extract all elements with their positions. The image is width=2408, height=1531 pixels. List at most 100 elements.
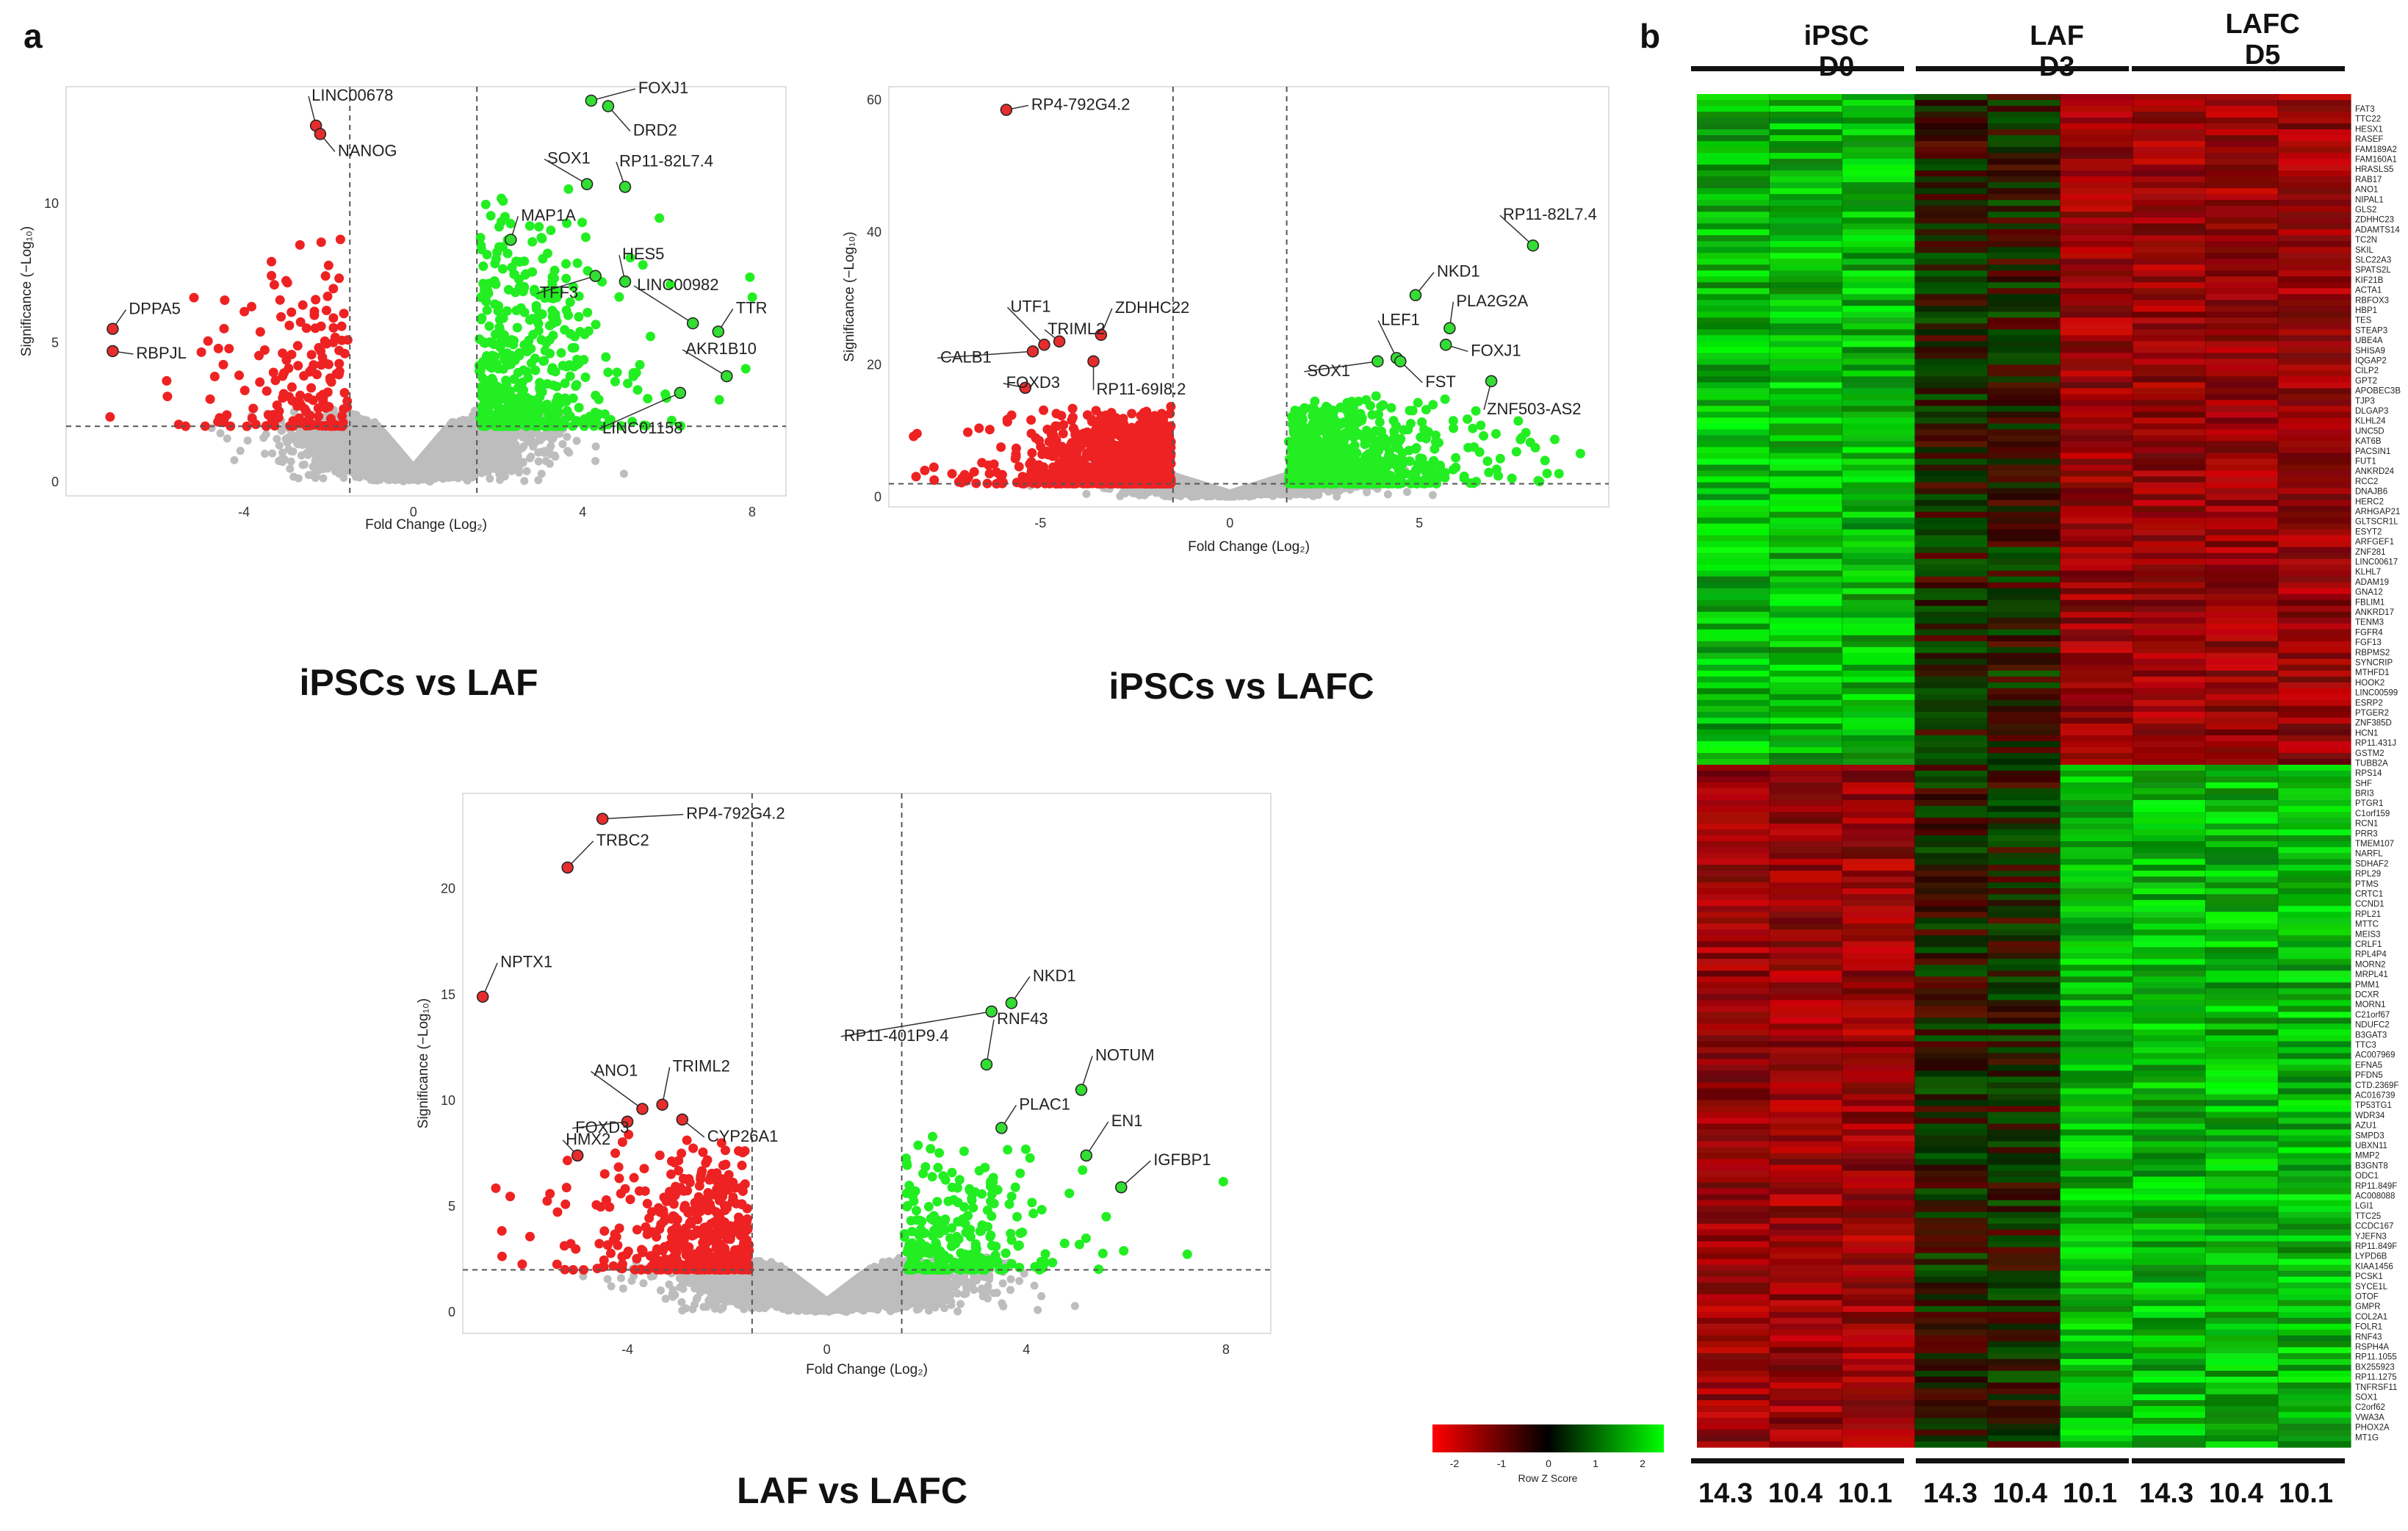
non-significant-point: [467, 419, 476, 428]
y-axis-label: Significance (−Log₁₀): [842, 231, 857, 361]
non-significant-point: [519, 458, 527, 466]
non-significant-point: [339, 473, 348, 482]
upregulated-point: [487, 373, 497, 383]
downregulated-point: [320, 271, 331, 281]
upregulated-point: [522, 347, 532, 357]
non-significant-point: [1428, 491, 1437, 500]
downregulated-point: [316, 237, 326, 248]
upregulated-point: [518, 287, 528, 297]
upregulated-point: [500, 212, 510, 222]
non-significant-point: [1402, 488, 1411, 497]
upregulated-point: [489, 275, 500, 286]
labeled-gene-point: [602, 100, 615, 112]
non-significant-point: [499, 438, 508, 447]
non-significant-point: [289, 472, 298, 481]
upregulated-point: [536, 335, 547, 345]
downregulated-point: [203, 336, 213, 346]
upregulated-point: [495, 342, 505, 353]
non-significant-point: [536, 447, 545, 456]
downregulated-point: [255, 377, 265, 387]
downregulated-point: [224, 344, 234, 354]
non-significant-point: [362, 466, 371, 475]
upregulated-point: [480, 199, 491, 209]
non-significant-point: [518, 432, 527, 441]
downregulated-point: [270, 375, 281, 386]
upregulated-point: [580, 372, 591, 382]
downregulated-point: [200, 421, 210, 431]
upregulated-point: [511, 256, 522, 267]
upregulated-point: [484, 321, 494, 331]
y-tick-label: 20: [867, 357, 882, 372]
upregulated-point: [478, 261, 489, 271]
non-significant-point: [283, 438, 292, 447]
upregulated-point: [497, 193, 507, 203]
non-significant-point: [370, 418, 379, 427]
upregulated-point: [561, 305, 572, 315]
labeled-gene-point: [314, 128, 327, 140]
labeled-gene-point: [619, 275, 632, 288]
downregulated-point: [234, 370, 245, 381]
downregulated-point: [320, 336, 330, 346]
upregulated-point: [476, 382, 486, 392]
upregulated-point: [482, 397, 492, 407]
upregulated-point: [537, 309, 547, 320]
upregulated-point: [526, 358, 536, 368]
y-tick-label: 0: [51, 475, 59, 489]
non-significant-point: [441, 433, 450, 442]
upregulated-point: [556, 347, 566, 358]
downregulated-point: [306, 383, 317, 393]
non-significant-point: [347, 428, 356, 436]
downregulated-point: [316, 346, 326, 356]
labeled-gene-point: [712, 325, 725, 338]
downregulated-point: [284, 320, 295, 331]
non-significant-point: [284, 444, 293, 453]
upregulated-point: [591, 320, 601, 330]
upregulated-point: [534, 222, 544, 232]
downregulated-point: [218, 359, 228, 370]
upregulated-point: [580, 232, 591, 242]
downregulated-point: [306, 364, 317, 375]
labeled-gene-point: [721, 370, 733, 383]
upregulated-point: [560, 415, 570, 425]
non-significant-point: [261, 450, 270, 458]
downregulated-point: [267, 256, 277, 267]
upregulated-point: [486, 211, 496, 221]
upregulated-point: [506, 359, 516, 370]
upregulated-point: [555, 398, 565, 408]
downregulated-point: [250, 419, 261, 430]
upregulated-point: [571, 381, 581, 391]
downregulated-point: [162, 392, 173, 402]
downregulated-point: [339, 404, 349, 414]
downregulated-point: [318, 389, 328, 400]
downregulated-point: [288, 416, 298, 426]
downregulated-point: [321, 306, 331, 316]
downregulated-point: [328, 284, 339, 294]
upregulated-point: [478, 337, 489, 347]
non-significant-point: [367, 475, 375, 484]
downregulated-point: [295, 239, 305, 250]
non-significant-point: [511, 461, 520, 470]
downregulated-point: [162, 375, 172, 386]
non-significant-point: [461, 447, 469, 455]
non-significant-point: [441, 462, 450, 471]
upregulated-point: [655, 213, 665, 223]
x-tick-label: 5: [1416, 516, 1423, 530]
upregulated-point: [515, 417, 525, 427]
upregulated-point: [548, 318, 558, 328]
upregulated-point: [527, 237, 538, 247]
upregulated-point: [497, 264, 508, 274]
non-significant-point: [336, 437, 345, 446]
non-significant-point: [464, 433, 472, 442]
non-significant-point: [347, 417, 356, 425]
upregulated-point: [568, 393, 578, 403]
non-significant-point: [504, 455, 513, 464]
non-significant-point: [297, 428, 306, 436]
non-significant-point: [273, 434, 281, 443]
downregulated-point: [295, 390, 306, 400]
upregulated-point: [501, 375, 511, 386]
x-tick-label: -4: [238, 505, 250, 519]
upregulated-point: [502, 306, 512, 316]
non-significant-point: [468, 425, 477, 433]
